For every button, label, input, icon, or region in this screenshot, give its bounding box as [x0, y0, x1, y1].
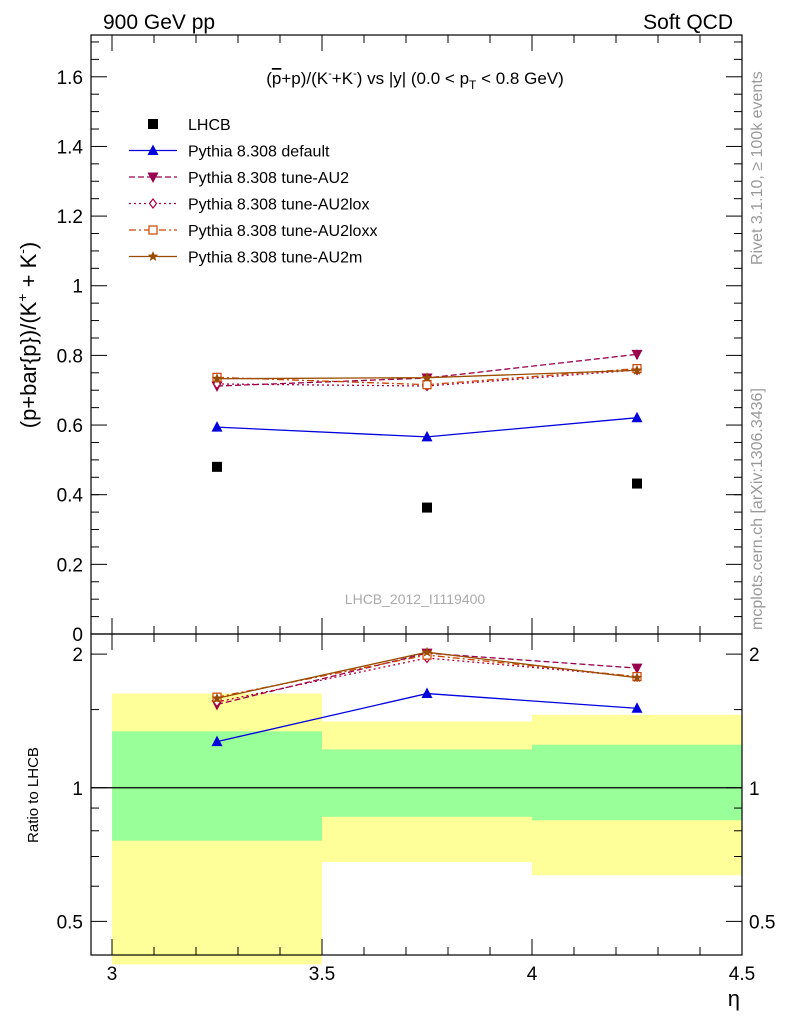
- main-ytick-label: 1.6: [57, 68, 83, 89]
- ratio-point-default: [631, 702, 643, 713]
- data-point-default: [211, 421, 223, 432]
- data-point-default: [421, 430, 433, 442]
- ratio-ytick-label: 2: [72, 645, 83, 666]
- data-point-lhcb: [632, 478, 642, 489]
- legend-label-au2: Pythia 8.308 tune-AU2: [188, 170, 349, 187]
- legend-marker-default: [147, 144, 159, 155]
- main-title: (p+p)/(K-+K-) vs |y| (0.0 < pT < 0.8 GeV…: [266, 68, 564, 92]
- data-point-au2m: [421, 372, 433, 383]
- data-point-lhcb: [212, 461, 222, 472]
- legend-label-au2loxx: Pythia 8.308 tune-AU2loxx: [188, 223, 377, 240]
- legend-marker-lhcb: [148, 119, 158, 129]
- legend-marker-au2lox: [148, 198, 158, 209]
- data-point-au2m: [631, 364, 643, 375]
- legend-marker-au2m: [147, 251, 159, 261]
- main-ytick-label: 1: [72, 277, 83, 298]
- legend-label-au2m: Pythia 8.308 tune-AU2m: [188, 250, 362, 267]
- ratio-point-default: [211, 735, 223, 747]
- legend-label-lhcb: LHCB: [188, 117, 231, 134]
- x-axis-label: η: [728, 986, 740, 1011]
- ratio-ytick-label-right: 0.5: [749, 912, 775, 933]
- data-point-au2: [631, 349, 643, 361]
- uncertainty-band-inner: [112, 731, 322, 841]
- ratio-ytick-label: 0.5: [57, 912, 83, 933]
- ratio-panel: 2 2 1 1 0.5 0.5 3 3.5 4 4.5 Ratio to LHCB η: [25, 633, 775, 1011]
- main-ytick-label: 1.4: [57, 137, 84, 158]
- ratio-y-axis-label: Ratio to LHCB: [25, 747, 42, 843]
- legend-label-default: Pythia 8.308 default: [188, 144, 330, 161]
- ratio-point-au2m: [211, 692, 223, 703]
- main-ytick-label: 0.2: [57, 555, 83, 576]
- mcplots-label: mcplots.cern.ch [arXiv:1306.3436]: [749, 388, 766, 630]
- header-right: Soft QCD: [643, 11, 733, 34]
- rivet-label: Rivet 3.1.10, ≥ 100k events: [749, 71, 766, 265]
- x-tick-label: 4: [527, 964, 538, 985]
- main-ytick-label: 1.2: [57, 207, 83, 228]
- legend-marker-au2loxx: [148, 225, 158, 235]
- ratio-point-au2: [631, 663, 643, 675]
- ratio-ytick-label-right: 2: [749, 645, 760, 666]
- ratio-point-au2m: [421, 646, 433, 657]
- uncertainty-band-inner: [322, 749, 532, 817]
- legend-label-au2lox: Pythia 8.308 tune-AU2lox: [188, 197, 369, 214]
- ratio-point-au2m: [631, 672, 643, 683]
- watermark: LHCB_2012_I1119400: [345, 591, 486, 607]
- data-point-default: [631, 411, 643, 423]
- ratio-ytick-label: 1: [72, 779, 83, 800]
- ratio-ytick-label-right: 1: [749, 779, 760, 800]
- main-ytick-label: 0.4: [57, 486, 84, 507]
- x-tick-label: 4.5: [729, 964, 755, 985]
- main-ytick-label: 0.8: [57, 346, 83, 367]
- main-y-axis-label: (p+bar{p})/(K+ + K-): [14, 242, 41, 429]
- x-tick-label: 3: [107, 964, 118, 985]
- ratio-point-default: [421, 687, 433, 699]
- ratio-frame: [90, 633, 743, 956]
- x-tick-label: 3.5: [309, 964, 335, 985]
- uncertainty-band-inner: [532, 744, 742, 821]
- legend-marker-au2: [147, 172, 159, 183]
- main-ytick-label: 0.6: [57, 416, 83, 437]
- data-point-au2m: [211, 373, 223, 384]
- data-point-lhcb: [422, 502, 432, 513]
- main-panel: (p+p)/(K-+K-) vs |y| (0.0 < pT < 0.8 GeV…: [14, 34, 743, 646]
- main-ytick-label: 0: [72, 625, 83, 646]
- header-left: 900 GeV pp: [103, 11, 215, 34]
- ratio-line-au2lox: [216, 657, 638, 703]
